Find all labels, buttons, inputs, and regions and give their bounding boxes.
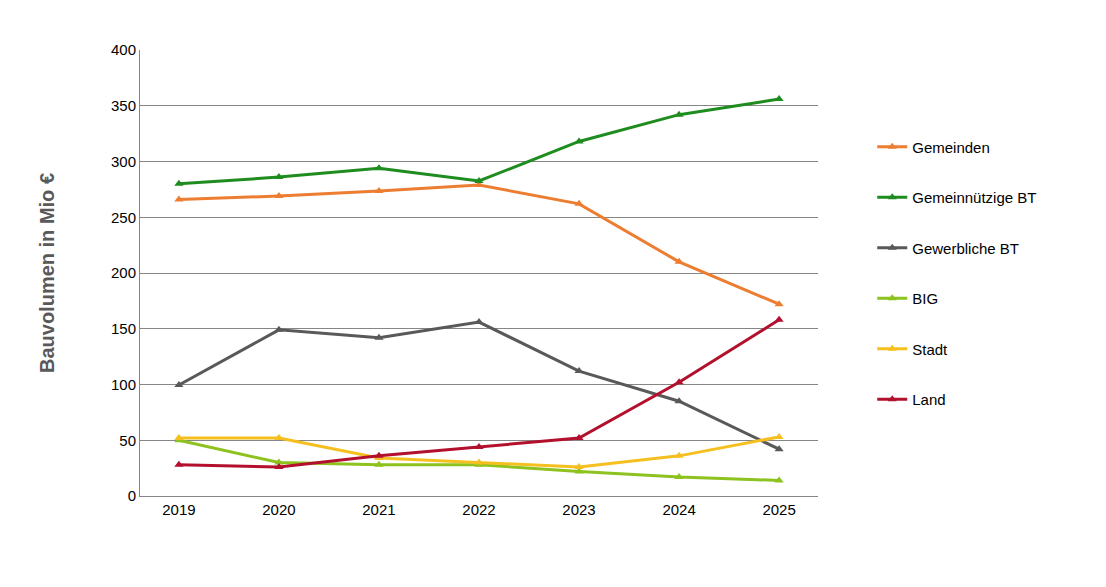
svg-text:350: 350	[111, 97, 136, 114]
svg-text:250: 250	[111, 209, 136, 226]
svg-text:150: 150	[111, 320, 136, 337]
svg-text:0: 0	[128, 487, 136, 504]
svg-text:2020: 2020	[262, 501, 295, 518]
svg-text:50: 50	[119, 432, 136, 449]
svg-text:2021: 2021	[362, 501, 395, 518]
svg-text:2022: 2022	[462, 501, 495, 518]
svg-text:Bauvolumen in Mio €: Bauvolumen in Mio €	[36, 173, 58, 373]
svg-text:2025: 2025	[762, 501, 795, 518]
svg-text:Land: Land	[912, 391, 945, 408]
svg-text:2019: 2019	[162, 501, 195, 518]
svg-text:Gewerbliche BT: Gewerbliche BT	[912, 240, 1019, 257]
svg-text:Stadt: Stadt	[912, 341, 948, 358]
svg-text:Gemeinnützige BT: Gemeinnützige BT	[912, 189, 1036, 206]
svg-text:200: 200	[111, 264, 136, 281]
svg-text:400: 400	[111, 41, 136, 58]
svg-text:2023: 2023	[562, 501, 595, 518]
svg-text:BIG: BIG	[912, 290, 938, 307]
svg-text:100: 100	[111, 376, 136, 393]
svg-text:Gemeinden: Gemeinden	[912, 139, 990, 156]
svg-text:300: 300	[111, 153, 136, 170]
svg-text:2024: 2024	[662, 501, 695, 518]
